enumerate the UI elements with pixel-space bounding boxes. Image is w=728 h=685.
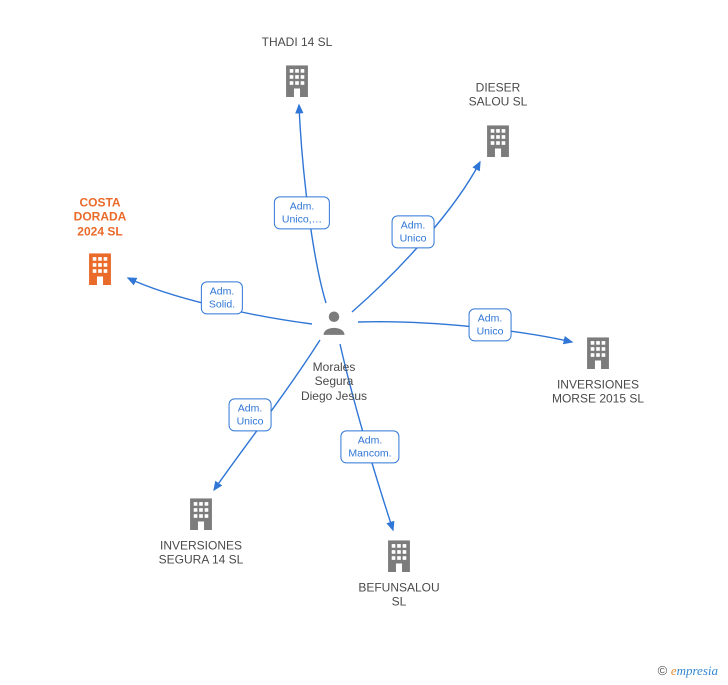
node-label-thadi: THADI 14 SL <box>262 35 333 49</box>
node-label-befunsalou: BEFUNSALOU SL <box>358 581 439 610</box>
building-icon-costa[interactable] <box>83 251 117 285</box>
center-label: Morales Segura Diego Jesus <box>301 360 367 403</box>
edge-morse <box>358 322 572 342</box>
building-icon-morse[interactable] <box>581 335 615 369</box>
node-label-dieser: DIESER SALOU SL <box>469 81 528 110</box>
node-label-segura14: INVERSIONES SEGURA 14 SL <box>159 539 244 568</box>
building-icon-befunsalou[interactable] <box>382 538 416 572</box>
edge-label-dieser: Adm. Unico <box>392 215 435 248</box>
building-icon-thadi[interactable] <box>280 63 314 97</box>
copyright-symbol: © <box>658 663 668 678</box>
building-icon-segura14[interactable] <box>184 496 218 530</box>
edge-label-segura14: Adm. Unico <box>229 398 272 431</box>
edge-label-morse: Adm. Unico <box>469 308 512 341</box>
person-icon[interactable] <box>320 308 348 336</box>
building-icon-dieser[interactable] <box>481 123 515 157</box>
brand-rest: mpresia <box>677 663 718 678</box>
node-label-costa: COSTA DORADA 2024 SL <box>74 195 127 238</box>
edge-label-thadi: Adm. Unico,… <box>274 196 330 229</box>
edge-label-costa: Adm. Solid. <box>201 281 243 314</box>
node-label-morse: INVERSIONES MORSE 2015 SL <box>552 378 644 407</box>
copyright-footer: © empresia <box>658 663 718 679</box>
edge-label-befunsalou: Adm. Mancom. <box>340 430 399 463</box>
